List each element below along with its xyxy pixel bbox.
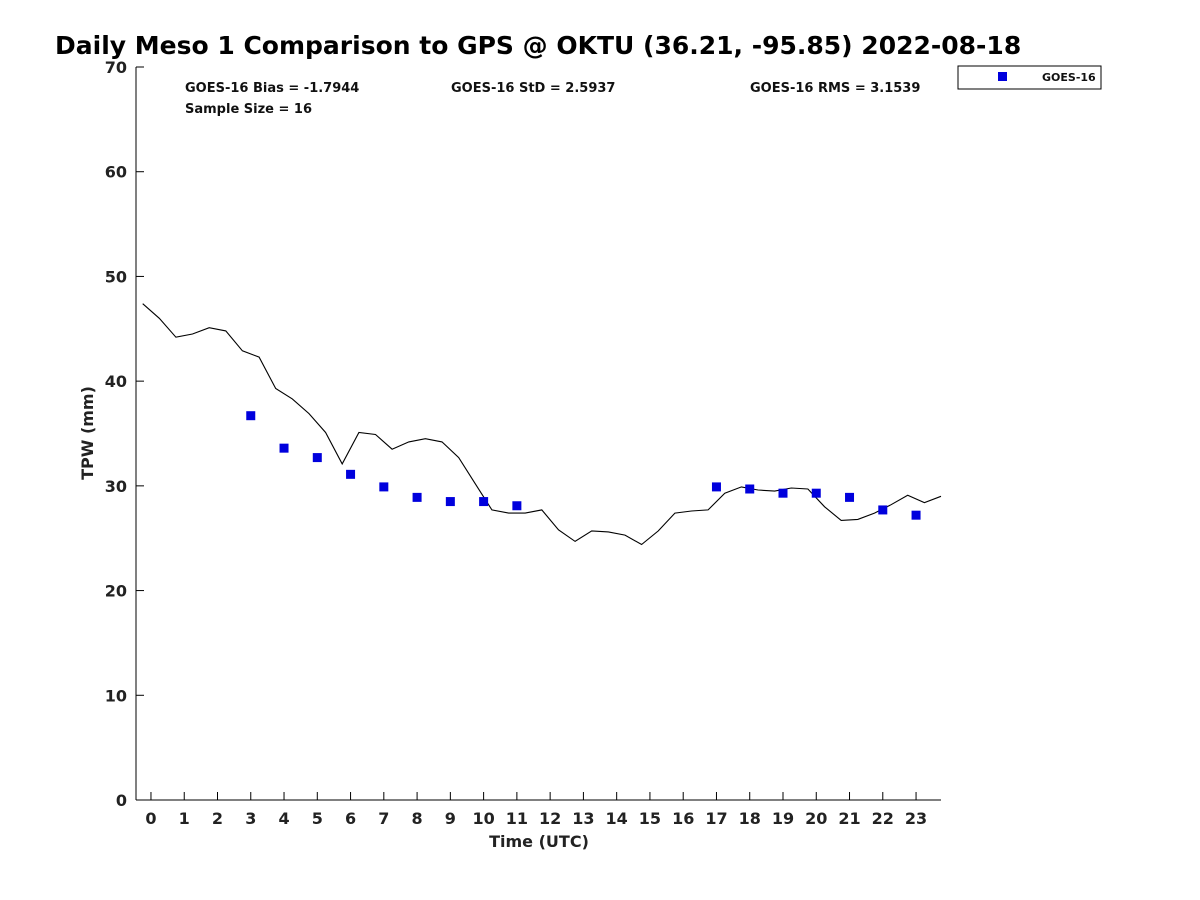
x-tick-label: 18 <box>739 809 761 828</box>
y-tick-label: 50 <box>105 267 127 286</box>
legend-box <box>957 65 1102 90</box>
bias-stat: GOES-16 Bias = -1.7944 <box>185 81 359 96</box>
goes16-marker-layer <box>246 411 921 520</box>
goes16-point <box>811 488 821 498</box>
y-tick-label: 60 <box>105 163 127 182</box>
goes16-point <box>379 482 389 492</box>
goes16-point <box>346 469 356 479</box>
y-tick-label: 0 <box>116 791 127 810</box>
goes16-point <box>711 482 721 492</box>
goes16-point <box>911 510 921 520</box>
x-axis-label: Time (UTC) <box>489 832 589 851</box>
gps-series-line <box>142 303 942 546</box>
x-tick-label: 6 <box>345 809 356 828</box>
x-tick-label: 0 <box>145 809 156 828</box>
goes16-point <box>878 505 888 515</box>
goes16-point <box>479 497 489 507</box>
y-tick-label: 30 <box>105 477 127 496</box>
legend: GOES-16 <box>957 65 1102 90</box>
goes16-point <box>246 411 256 421</box>
x-tick-label: 13 <box>572 809 594 828</box>
goes16-point <box>279 443 289 453</box>
x-tick-label: 23 <box>905 809 927 828</box>
x-tick-label: 14 <box>606 809 628 828</box>
x-tick-label: 19 <box>772 809 794 828</box>
sample-size-stat: Sample Size = 16 <box>185 102 312 117</box>
goes16-point <box>412 492 422 502</box>
x-tick-label: 7 <box>378 809 389 828</box>
x-tick-label: 17 <box>705 809 727 828</box>
x-tick-label: 10 <box>472 809 494 828</box>
y-tick-label: 40 <box>105 372 127 391</box>
goes16-point <box>445 497 455 507</box>
goes16-point <box>512 501 522 511</box>
rms-stat: GOES-16 RMS = 3.1539 <box>750 81 920 96</box>
x-tick-label: 1 <box>179 809 190 828</box>
x-tick-label: 21 <box>838 809 860 828</box>
goes16-point <box>745 484 755 494</box>
x-tick-label: 15 <box>639 809 661 828</box>
gps-line-layer <box>142 303 942 546</box>
chart-title: Daily Meso 1 Comparison to GPS @ OKTU (3… <box>55 31 1021 60</box>
goes16-point <box>312 453 322 463</box>
x-tick-label: 4 <box>278 809 289 828</box>
x-tick-label: 20 <box>805 809 827 828</box>
legend-label: GOES-16 <box>1042 71 1096 84</box>
goes16-point <box>845 492 855 502</box>
y-axis-label: TPW (mm) <box>78 386 97 480</box>
x-tick-label: 8 <box>412 809 423 828</box>
x-tick-label: 12 <box>539 809 561 828</box>
y-tick-label: 10 <box>105 686 127 705</box>
x-tick-label: 2 <box>212 809 223 828</box>
x-tick-label: 3 <box>245 809 256 828</box>
y-tick-label: 20 <box>105 582 127 601</box>
x-tick-label: 22 <box>872 809 894 828</box>
goes16-point <box>778 488 788 498</box>
legend-marker <box>998 72 1007 81</box>
x-tick-label: 11 <box>506 809 528 828</box>
x-tick-label: 16 <box>672 809 694 828</box>
y-tick-label: 70 <box>105 58 127 77</box>
std-stat: GOES-16 StD = 2.5937 <box>451 81 615 96</box>
x-tick-label: 5 <box>312 809 323 828</box>
x-tick-label: 9 <box>445 809 456 828</box>
